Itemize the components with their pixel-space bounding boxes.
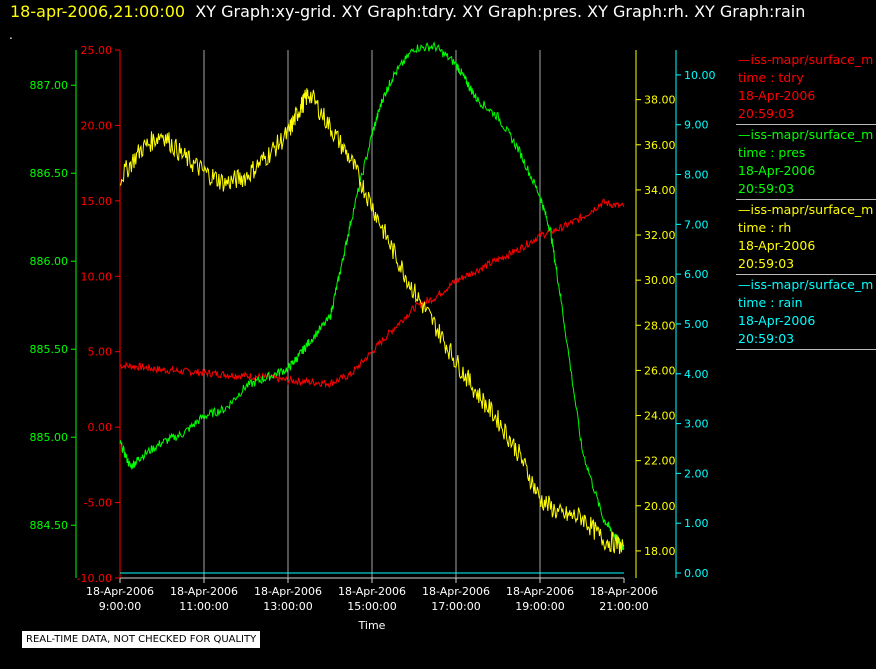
series-line-pres — [119, 41, 625, 551]
x-tick-label-date: 18-Apr-2006 — [338, 585, 406, 598]
tdry-tick-label: 0.00 — [88, 421, 113, 434]
series-line-tdry — [119, 198, 625, 389]
rain-tick-label: 3.00 — [684, 418, 709, 431]
x-tick-label-date: 18-Apr-2006 — [506, 585, 574, 598]
x-tick-label-time: 11:00:00 — [179, 600, 228, 613]
x-tick-label-time: 19:00:00 — [515, 600, 564, 613]
x-tick-label-date: 18-Apr-2006 — [590, 585, 658, 598]
legend: —iss-mapr/surface_m time : tdry 18-Apr-200… — [736, 50, 876, 350]
tdry-tick-label: 5.00 — [88, 346, 113, 359]
legend-date: 18-Apr-2006 — [738, 313, 816, 328]
legend-series: —iss-mapr/surface_m — [738, 202, 874, 217]
pres-tick-label: 887.00 — [30, 79, 69, 92]
header-timestamp: 18-apr-2006,21:00:00 — [10, 2, 186, 21]
legend-time: 20:59:03 — [738, 181, 795, 196]
rh-tick-label: 28.00 — [644, 319, 676, 332]
legend-time: 20:59:03 — [738, 106, 795, 121]
legend-var: time : rh — [738, 220, 792, 235]
tdry-tick-label: 10.00 — [81, 270, 113, 283]
pres-tick-label: 884.50 — [30, 519, 69, 532]
x-tick-label-time: 21:00:00 — [599, 600, 648, 613]
rh-tick-label: 20.00 — [644, 500, 676, 513]
rain-tick-label: 0.00 — [684, 567, 709, 580]
x-tick-label-date: 18-Apr-2006 — [254, 585, 322, 598]
rh-tick-label: 26.00 — [644, 364, 676, 377]
rh-tick-label: 32.00 — [644, 229, 676, 242]
rh-tick-label: 38.00 — [644, 94, 676, 107]
tdry-tick-label: 15.00 — [81, 195, 113, 208]
header-graph-list: XY Graph:xy-grid. XY Graph:tdry. XY Grap… — [195, 2, 806, 21]
rain-tick-label: 9.00 — [684, 119, 709, 132]
header-dot: . — [9, 28, 13, 42]
legend-time: 20:59:03 — [738, 256, 795, 271]
header: 18-apr-2006,21:00:00 XY Graph:xy-grid. X… — [10, 2, 805, 21]
rain-tick-label: 6.00 — [684, 268, 709, 281]
rain-tick-label: 2.00 — [684, 467, 709, 480]
rain-tick-label: 7.00 — [684, 218, 709, 231]
rain-tick-label: 1.00 — [684, 517, 709, 530]
rh-tick-label: 18.00 — [644, 545, 676, 558]
legend-date: 18-Apr-2006 — [738, 163, 816, 178]
legend-date: 18-Apr-2006 — [738, 238, 816, 253]
legend-var: time : tdry — [738, 70, 804, 85]
rh-tick-label: 34.00 — [644, 184, 676, 197]
legend-var: time : rain — [738, 295, 803, 310]
tdry-tick-label: -10.00 — [77, 572, 112, 585]
rh-tick-label: 30.00 — [644, 274, 676, 287]
legend-date: 18-Apr-2006 — [738, 88, 816, 103]
legend-var: time : pres — [738, 145, 806, 160]
quality-note: REAL-TIME DATA, NOT CHECKED FOR QUALITY — [22, 631, 261, 648]
pres-tick-label: 885.50 — [30, 343, 69, 356]
x-axis-label: Time — [358, 619, 386, 632]
rh-tick-label: 24.00 — [644, 410, 676, 423]
x-tick-label-date: 18-Apr-2006 — [422, 585, 490, 598]
tdry-tick-label: 20.00 — [81, 119, 113, 132]
x-tick-label-time: 15:00:00 — [347, 600, 396, 613]
rh-tick-label: 36.00 — [644, 139, 676, 152]
x-tick-label-date: 18-Apr-2006 — [86, 585, 154, 598]
legend-time: 20:59:03 — [738, 331, 795, 346]
pres-tick-label: 886.00 — [30, 255, 69, 268]
rain-tick-label: 10.00 — [684, 69, 716, 82]
legend-series: —iss-mapr/surface_m — [738, 127, 874, 142]
legend-series: —iss-mapr/surface_m — [738, 277, 874, 292]
x-tick-label-time: 9:00:00 — [99, 600, 141, 613]
legend-series: —iss-mapr/surface_m — [738, 52, 874, 67]
rh-tick-label: 22.00 — [644, 455, 676, 468]
rain-tick-label: 4.00 — [684, 368, 709, 381]
x-tick-label-time: 13:00:00 — [263, 600, 312, 613]
x-tick-label-date: 18-Apr-2006 — [170, 585, 238, 598]
rain-tick-label: 5.00 — [684, 318, 709, 331]
tdry-tick-label: 25.00 — [81, 44, 113, 57]
pres-tick-label: 885.00 — [30, 431, 69, 444]
tdry-tick-label: -5.00 — [84, 497, 112, 510]
pres-tick-label: 886.50 — [30, 167, 69, 180]
x-tick-label-time: 17:00:00 — [431, 600, 480, 613]
rain-tick-label: 8.00 — [684, 169, 709, 182]
series-line-rh — [119, 88, 625, 555]
